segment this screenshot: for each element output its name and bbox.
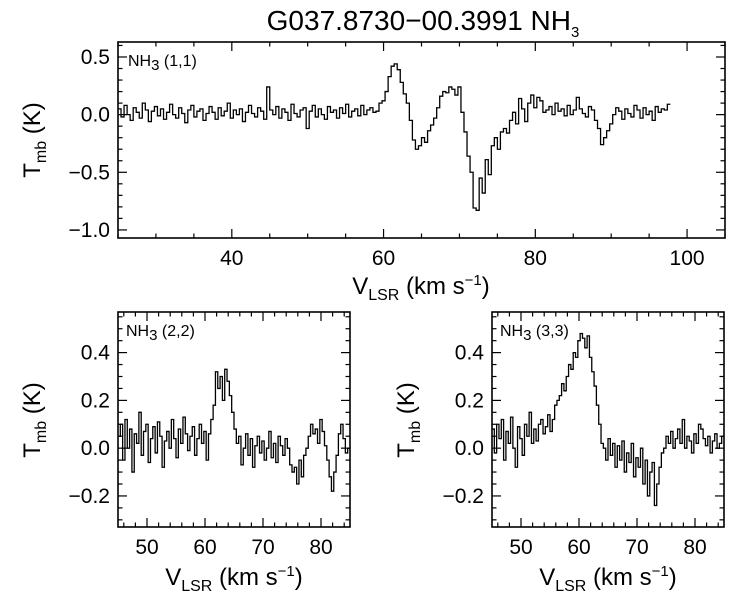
panel-nh3-22: 50 60 70 80 −0.2 0.0 0.2 0.4 NH3 (2,2) VLSR (k… <box>19 311 351 595</box>
axis-ticks <box>117 42 726 238</box>
panel-label: NH3 (2,2) <box>126 323 195 344</box>
y-tick-label: 0.2 <box>81 389 110 412</box>
spectrum-trace <box>118 63 671 211</box>
y-axis-label: Tmb (K) <box>19 382 50 458</box>
y-tick-labels: −0.2 0.0 0.2 0.4 <box>69 342 111 508</box>
x-tick-labels: 50 60 70 80 <box>509 536 706 559</box>
x-tick-label: 70 <box>251 536 274 559</box>
x-tick-label: 80 <box>683 536 706 559</box>
panel-nh3-11: 40 60 80 100 −1.0 −0.5 0.0 0.5 NH3 (1,1) VLSR … <box>19 41 726 304</box>
y-tick-label: 0.0 <box>455 437 484 460</box>
x-tick-labels: 50 60 70 80 <box>135 536 332 559</box>
y-tick-label: −0.5 <box>69 161 110 184</box>
y-axis-label: Tmb (K) <box>19 102 50 178</box>
y-tick-labels: −0.2 0.0 0.2 0.4 <box>443 342 485 508</box>
x-tick-label: 60 <box>567 536 590 559</box>
spectrum-trace <box>492 332 724 507</box>
y-tick-label: 0.2 <box>455 389 484 412</box>
y-tick-label: 0.5 <box>81 46 110 69</box>
y-tick-label: 0.4 <box>455 342 485 365</box>
axis-ticks <box>492 312 724 527</box>
x-tick-label: 80 <box>309 536 332 559</box>
x-tick-label: 60 <box>372 247 395 270</box>
x-tick-label: 50 <box>509 536 532 559</box>
y-tick-label: −0.2 <box>69 485 110 508</box>
x-tick-label: 60 <box>193 536 216 559</box>
panel-nh3-33: 50 60 70 80 −0.2 0.0 0.2 0.4 NH3 (3,3) VLSR (k… <box>393 311 725 595</box>
plot-frame <box>117 311 351 528</box>
figure-title: G037.8730−00.3991 NH3 <box>267 5 580 41</box>
x-tick-labels: 40 60 80 100 <box>220 247 704 270</box>
y-tick-labels: −1.0 −0.5 0.0 0.5 <box>69 46 110 242</box>
x-axis-label: VLSR (km s−1) <box>539 563 677 595</box>
y-tick-label: −0.2 <box>443 485 484 508</box>
y-tick-label: 0.0 <box>81 104 110 127</box>
plot-frame <box>491 311 725 528</box>
x-tick-label: 80 <box>524 247 547 270</box>
panel-label: NH3 (3,3) <box>500 323 569 344</box>
x-tick-label: 40 <box>220 247 243 270</box>
y-tick-label: 0.0 <box>81 437 110 460</box>
x-axis-label: VLSR (km s−1) <box>352 272 490 304</box>
x-tick-label: 70 <box>625 536 648 559</box>
y-tick-label: −1.0 <box>69 219 110 242</box>
panel-label: NH3 (1,1) <box>128 53 197 74</box>
x-tick-label: 50 <box>135 536 158 559</box>
y-axis-label: Tmb (K) <box>393 382 424 458</box>
y-tick-label: 0.4 <box>81 342 111 365</box>
x-axis-label: VLSR (km s−1) <box>165 563 303 595</box>
x-tick-label: 100 <box>670 247 705 270</box>
spectrum-trace <box>118 368 350 492</box>
